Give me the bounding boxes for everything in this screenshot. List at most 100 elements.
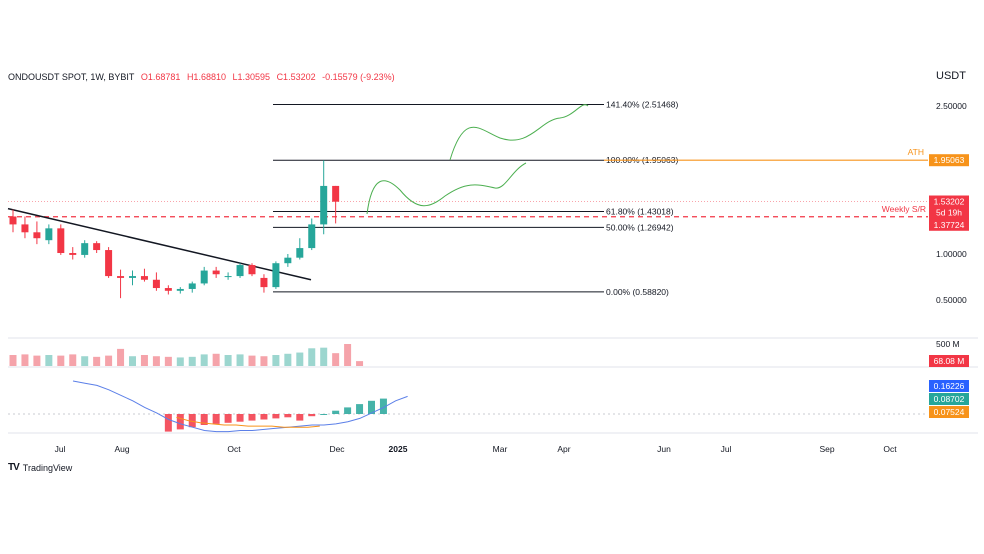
candle <box>188 281 196 293</box>
ath-badge-text: 1.95063 <box>934 155 965 165</box>
x-tick-label: Jul <box>55 444 66 454</box>
x-tick-label: Aug <box>114 444 129 454</box>
high-value: H1.68810 <box>186 72 226 82</box>
candle-body <box>81 243 89 255</box>
close-value: C1.53202 <box>276 72 316 82</box>
candle-body <box>105 250 113 277</box>
low-value: L1.30595 <box>232 72 271 82</box>
candle <box>296 238 304 260</box>
y-tick-label: 2.50000 <box>936 101 967 111</box>
candle <box>69 247 77 260</box>
last-price-badge-text: 1.53202 <box>934 197 965 207</box>
candle <box>224 272 232 280</box>
macd-badge <box>929 380 969 392</box>
candle-body <box>248 265 256 275</box>
candle-body <box>129 276 136 278</box>
fib-level-label: 50.00% (1.26942) <box>606 222 674 232</box>
candle <box>117 269 125 299</box>
ath-label: ATH <box>908 147 924 157</box>
candle-body <box>33 232 41 239</box>
trendline <box>7 207 312 281</box>
volume-bar <box>284 353 292 366</box>
candle-body <box>21 224 29 233</box>
open-value: O1.68781 <box>140 72 181 82</box>
macd-line <box>72 380 408 433</box>
volume-bar <box>320 347 328 366</box>
volume-bar <box>200 354 208 366</box>
weekly-sr-badge <box>929 218 969 231</box>
candle-body <box>57 228 65 254</box>
candle-body <box>272 263 280 288</box>
volume-bar <box>33 355 41 366</box>
macd-histogram-bar <box>248 414 256 421</box>
volume-bar <box>332 353 340 366</box>
symbol-name[interactable]: ONDOUSDT SPOT, 1W, BYBIT <box>8 72 135 82</box>
last-price-badge <box>929 195 969 220</box>
x-tick-label: Jul <box>721 444 732 454</box>
symbol-header: ONDOUSDT SPOT, 1W, BYBIT O1.68781 H1.688… <box>8 72 399 82</box>
x-tick-label: 2025 <box>389 444 408 454</box>
macd-histogram-bar <box>344 407 352 414</box>
volume-bar <box>188 356 196 366</box>
candle <box>57 224 65 255</box>
candle <box>33 221 41 245</box>
macd-histogram-bar <box>212 414 220 424</box>
currency-label[interactable]: USDT <box>936 70 966 82</box>
candle-body <box>188 283 196 289</box>
weekly-sr-badge-text: 1.37724 <box>934 220 965 230</box>
volume-bar <box>164 356 172 366</box>
fib-level-label: 0.00% (0.58820) <box>606 287 669 297</box>
candle <box>308 218 316 251</box>
candle <box>129 270 136 286</box>
candle <box>140 268 148 282</box>
candle <box>176 287 184 294</box>
candle-body <box>284 257 292 264</box>
candle <box>9 209 17 233</box>
candle-body <box>296 248 304 258</box>
candle-body <box>164 288 172 291</box>
volume-bar <box>308 348 316 366</box>
candle <box>105 247 113 278</box>
volume-bar <box>248 355 256 366</box>
candle <box>21 216 29 239</box>
volume-bar <box>57 355 65 366</box>
y-tick-label: 0.50000 <box>936 295 967 305</box>
macd-histogram-bar <box>260 414 268 420</box>
candle-body <box>200 270 208 284</box>
macd-histogram-bar <box>176 414 184 430</box>
candle-body <box>320 185 328 225</box>
candle <box>200 266 208 286</box>
volume-bar <box>152 356 160 366</box>
candle-body <box>69 253 77 255</box>
macd-histogram-bar <box>296 414 304 421</box>
macd-histogram-bar <box>224 414 232 423</box>
candle-body <box>224 276 232 278</box>
volume-bar <box>344 344 352 366</box>
x-tick-label: Apr <box>557 444 570 454</box>
projection-path-lower <box>366 162 527 215</box>
candle-body <box>140 276 148 280</box>
macd-badge-text: 0.08702 <box>934 394 965 404</box>
macd-histogram-bar <box>368 400 375 414</box>
footer-brand: TV TradingView <box>8 462 72 473</box>
x-tick-label: Oct <box>883 444 897 454</box>
volume-bar <box>9 355 17 366</box>
candle <box>212 266 220 278</box>
volume-badge-text: 68.08 M <box>934 356 965 366</box>
volume-bar <box>260 356 268 366</box>
candle-body <box>152 279 160 289</box>
volume-bar <box>224 355 232 366</box>
tradingview-logo-icon[interactable]: TV <box>8 462 20 473</box>
macd-histogram-bar <box>236 414 244 422</box>
macd-histogram-bar <box>379 398 387 414</box>
macd-badge-text: 0.07524 <box>934 407 965 417</box>
volume-bar <box>296 352 304 366</box>
candle-body <box>212 270 220 275</box>
volume-bar <box>69 354 77 366</box>
macd-histogram-bar <box>332 410 340 414</box>
macd-histogram-bar <box>164 414 172 432</box>
macd-histogram-bar <box>356 404 364 414</box>
macd-histogram-bar <box>320 414 328 415</box>
candle <box>45 224 53 245</box>
